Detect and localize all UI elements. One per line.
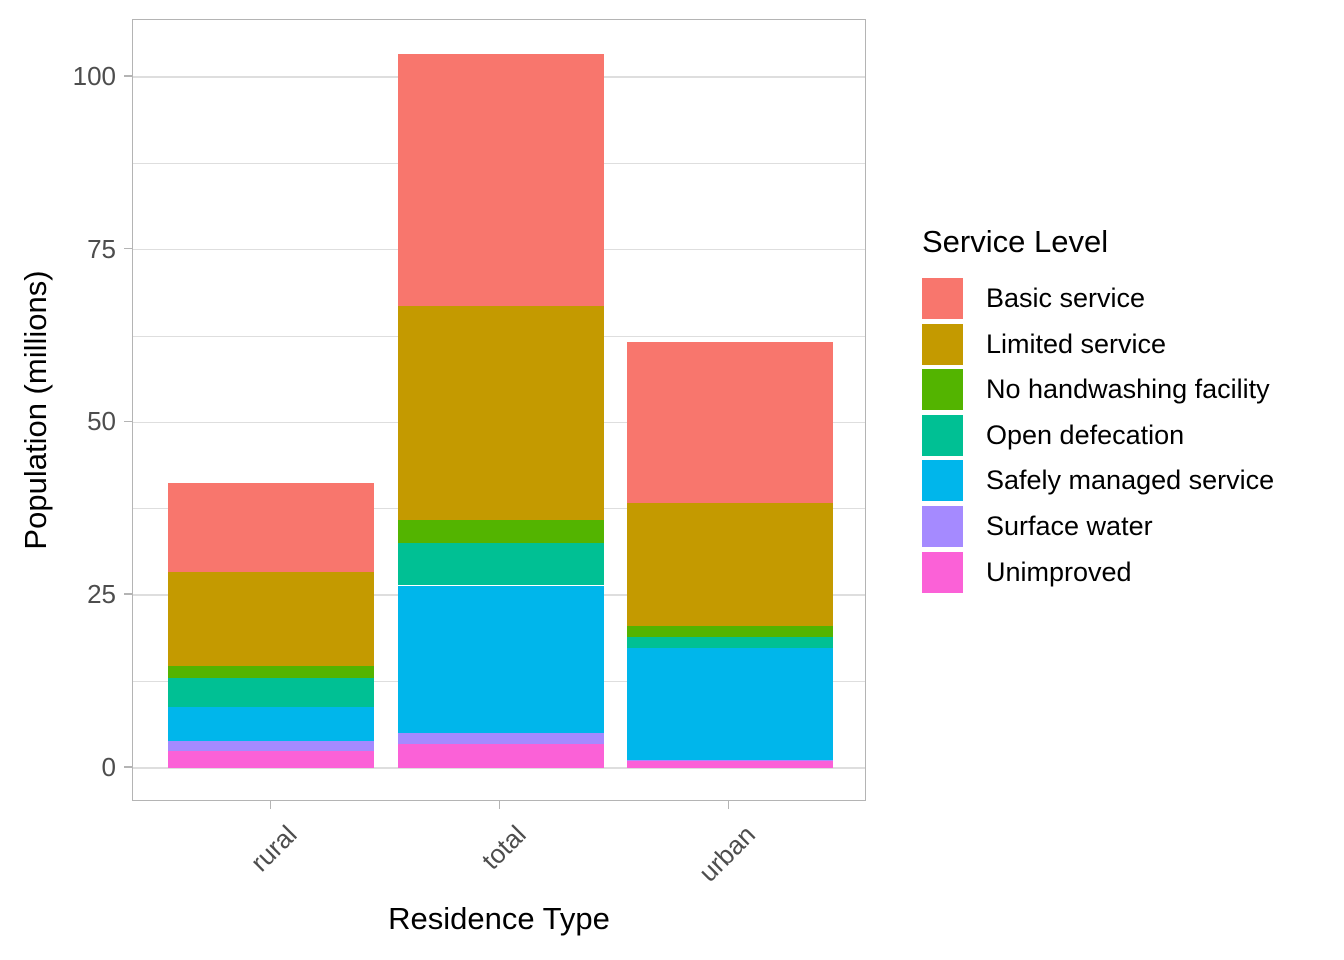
legend-swatch bbox=[922, 551, 963, 593]
legend-item: No handwashing facility bbox=[922, 369, 1274, 411]
bar-segment-urban bbox=[626, 502, 833, 626]
legend-item: Open defecation bbox=[922, 414, 1274, 456]
x-axis-title: Residence Type bbox=[388, 901, 610, 936]
legend-item: Basic service bbox=[922, 278, 1274, 319]
legend-item-label: Safely managed service bbox=[986, 465, 1275, 496]
plot-panel bbox=[132, 19, 866, 801]
bar-segment-total bbox=[397, 519, 604, 544]
legend-swatch bbox=[922, 369, 963, 411]
bar-segment-rural bbox=[168, 665, 375, 679]
x-tick-label: rural bbox=[244, 819, 303, 878]
bar-segment-total bbox=[397, 743, 604, 768]
legend-swatch bbox=[922, 414, 963, 456]
bar-segment-total bbox=[397, 733, 604, 744]
legend-swatch bbox=[922, 323, 963, 365]
y-axis-tick bbox=[124, 247, 132, 250]
x-tick-label: urban bbox=[692, 819, 762, 888]
legend-items: Basic service Limited service No handwashi… bbox=[922, 278, 1274, 593]
legend-item-label: Limited service bbox=[986, 328, 1167, 359]
bar-segment-urban bbox=[626, 637, 833, 649]
y-tick-label: 100 bbox=[72, 61, 116, 91]
x-axis-tick bbox=[269, 801, 272, 809]
legend-item-label: Surface water bbox=[986, 510, 1153, 541]
legend-item: Safely managed service bbox=[922, 460, 1275, 502]
legend-item-label: Unimproved bbox=[986, 556, 1132, 587]
legend-item-label: Basic service bbox=[986, 283, 1146, 313]
x-axis-tick bbox=[498, 801, 501, 809]
bar-segment-rural bbox=[168, 707, 375, 741]
legend-swatch bbox=[922, 460, 963, 502]
legend-swatch bbox=[922, 505, 963, 547]
legend: Service Level Basic service Limited servi… bbox=[922, 224, 1274, 597]
y-axis-tick bbox=[124, 766, 132, 768]
y-axis-tick bbox=[124, 593, 132, 595]
bar-segment-urban bbox=[626, 760, 833, 761]
y-tick-label: 25 bbox=[87, 579, 116, 610]
legend-item: Surface water bbox=[922, 505, 1274, 547]
bar-segment-urban bbox=[626, 760, 833, 768]
bar-segment-urban bbox=[626, 625, 833, 638]
bar-segment-total bbox=[397, 585, 604, 734]
bar-segment-rural bbox=[168, 750, 375, 768]
y-tick-label: 75 bbox=[87, 233, 116, 264]
legend-item: Limited service bbox=[922, 323, 1274, 365]
bar-segment-rural bbox=[168, 572, 375, 666]
y-axis-tick bbox=[124, 75, 132, 77]
bar-segment-urban bbox=[626, 341, 833, 503]
bar-segment-rural bbox=[168, 678, 375, 708]
legend-item-label: No handwashing facility bbox=[986, 374, 1270, 405]
y-tick-label: 50 bbox=[87, 406, 116, 437]
major-gridline bbox=[133, 767, 865, 769]
bar-segment-urban bbox=[626, 648, 833, 761]
bar-segment-total bbox=[397, 54, 604, 306]
bar-segment-total bbox=[397, 543, 604, 586]
y-tick-label: 0 bbox=[101, 751, 116, 782]
bar-segment-rural bbox=[168, 740, 375, 751]
x-axis-tick bbox=[727, 801, 730, 809]
bar-segment-total bbox=[397, 305, 604, 520]
legend-item: Unimproved bbox=[922, 551, 1274, 593]
legend-item-label: Open defecation bbox=[986, 419, 1185, 450]
bar-segment-rural bbox=[168, 482, 375, 573]
legend-title: Service Level bbox=[922, 224, 1109, 259]
legend-swatch bbox=[922, 278, 963, 319]
y-axis-tick bbox=[124, 420, 132, 423]
x-tick-label: total bbox=[476, 819, 533, 876]
